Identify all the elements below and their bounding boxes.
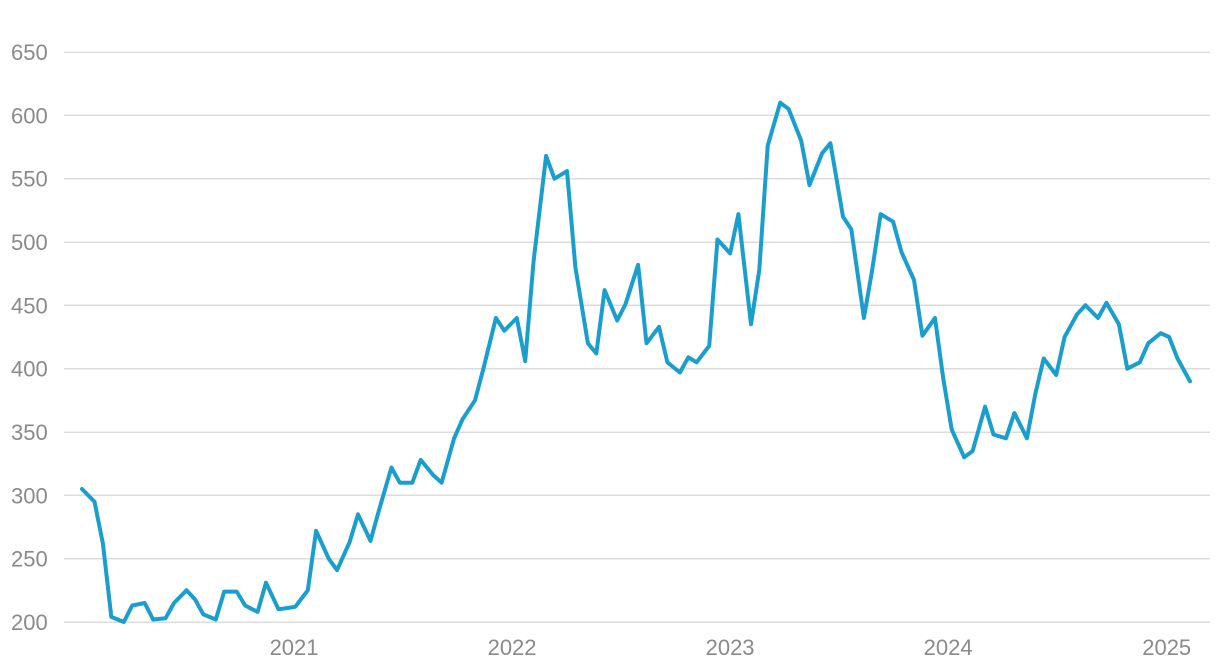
grid-lines xyxy=(64,51,1210,623)
y-tick-label-250: 250 xyxy=(11,547,48,572)
y-tick-label-650: 650 xyxy=(11,40,48,65)
x-tick-label-2023: 2023 xyxy=(706,635,755,660)
y-tick-label-600: 600 xyxy=(11,103,48,128)
series-layer xyxy=(80,100,1192,624)
y-tick-label-350: 350 xyxy=(11,420,48,445)
x-tick-label-2025: 2025 xyxy=(1142,635,1191,660)
x-tick-label-2024: 2024 xyxy=(924,635,973,660)
x-tick-label-2022: 2022 xyxy=(488,635,537,660)
y-axis: 200 250 300 350 400 450 500 550 600 650 xyxy=(11,40,48,635)
y-tick-label-500: 500 xyxy=(11,230,48,255)
y-tick-label-200: 200 xyxy=(11,610,48,635)
series-line-0 xyxy=(80,100,1192,624)
y-tick-label-450: 450 xyxy=(11,293,48,318)
x-axis: 2021 2022 2023 2024 2025 xyxy=(270,635,1192,660)
y-tick-label-300: 300 xyxy=(11,483,48,508)
x-tick-label-2021: 2021 xyxy=(270,635,319,660)
y-tick-label-550: 550 xyxy=(11,167,48,192)
y-tick-label-400: 400 xyxy=(11,357,48,382)
